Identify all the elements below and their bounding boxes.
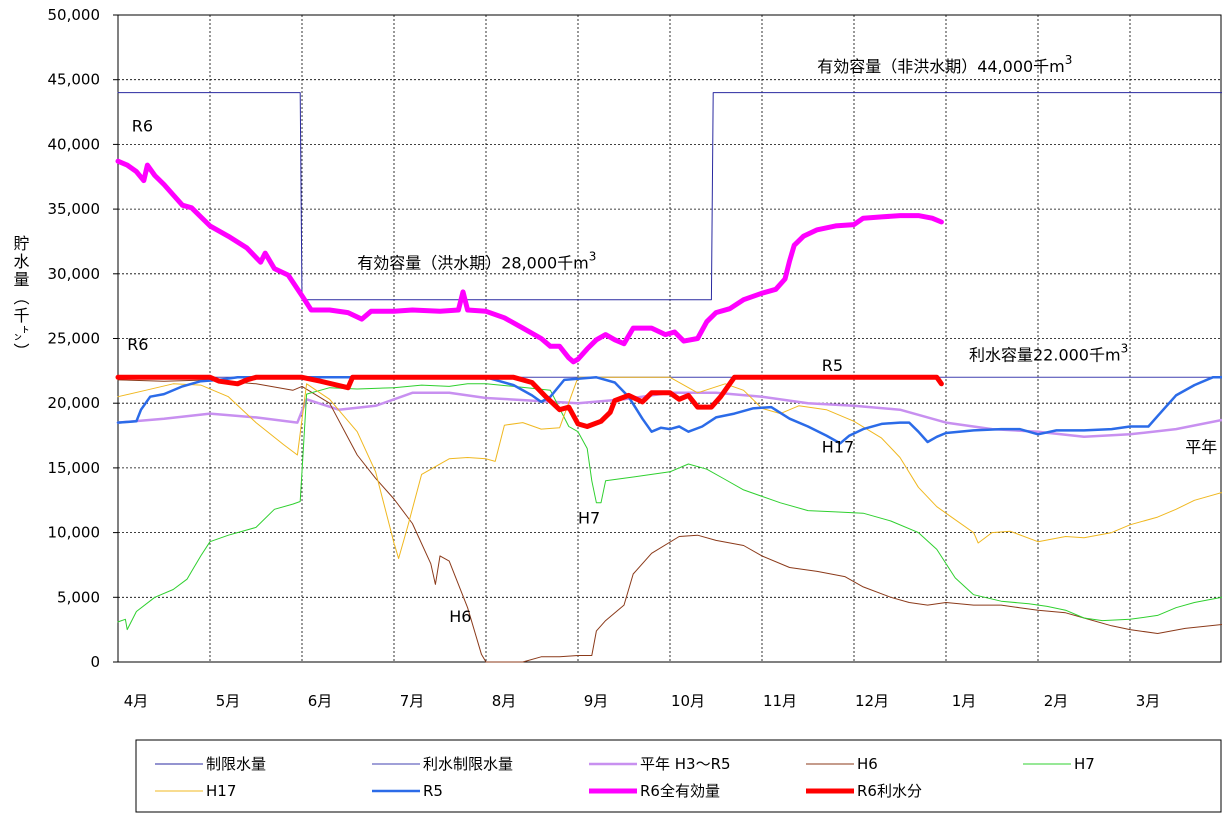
y-tick-label: 45,000 bbox=[48, 71, 101, 89]
x-tick-label: 6月 bbox=[308, 692, 333, 710]
x-tick-label: 11月 bbox=[763, 692, 797, 710]
ann-eff-flood: 有効容量（洪水期）28,000千m3 bbox=[357, 250, 596, 273]
ann-h6: H6 bbox=[449, 607, 471, 626]
y-tick-label: 35,000 bbox=[48, 200, 101, 218]
y-tick-label: 5,000 bbox=[57, 588, 100, 606]
axes: 0 5,000 10,000 15,000 20,000 25,000 30,000 35,0… bbox=[11, 6, 1161, 710]
x-tick-label: 2月 bbox=[1044, 692, 1069, 710]
series-line-H6 bbox=[117, 379, 1222, 663]
x-tick-label: 1月 bbox=[952, 692, 977, 710]
legend-label-H17: H17 bbox=[206, 782, 236, 800]
ann-r5: R5 bbox=[822, 356, 843, 375]
x-tick-label: 12月 bbox=[855, 692, 889, 710]
legend-label-H7: H7 bbox=[1074, 755, 1095, 773]
x-tick-label: 8月 bbox=[492, 692, 517, 710]
legend-label-利水制限水量: 利水制限水量 bbox=[423, 755, 513, 773]
y-tick-label: 20,000 bbox=[48, 394, 101, 412]
ann-r6-top: R6 bbox=[132, 116, 153, 135]
y-tick-label: 15,000 bbox=[48, 459, 101, 477]
series-line-R5 bbox=[116, 376, 1222, 445]
legend-box bbox=[135, 739, 1222, 813]
ann-water-use: 利水容量22.000千m3 bbox=[969, 341, 1128, 364]
grid bbox=[117, 14, 1222, 663]
series-line-H7 bbox=[117, 383, 1222, 631]
series-line-制限水量 bbox=[117, 92, 1222, 301]
x-tick-label: 9月 bbox=[584, 692, 609, 710]
ann-heinen: 平年 bbox=[1185, 437, 1217, 456]
x-tick-label: 4月 bbox=[124, 692, 149, 710]
ann-r6-mid: R6 bbox=[127, 335, 148, 354]
y-tick-label: 25,000 bbox=[48, 330, 101, 348]
legend-label-平年-H3～R5: 平年 H3～R5 bbox=[640, 755, 731, 773]
y-axis-label: 貯水量（千㌧） bbox=[11, 235, 30, 361]
x-tick-label: 3月 bbox=[1136, 692, 1161, 710]
x-tick-label: 10月 bbox=[671, 692, 705, 710]
x-tick-label: 5月 bbox=[216, 692, 241, 710]
legend-label-R6全有効量: R6全有効量 bbox=[640, 782, 720, 800]
y-tick-label: 10,000 bbox=[48, 524, 101, 542]
y-tick-label: 50,000 bbox=[48, 6, 101, 24]
y-tick-label: 30,000 bbox=[48, 265, 101, 283]
legend-label-制限水量: 制限水量 bbox=[206, 755, 266, 773]
series-line-R6利水分 bbox=[115, 374, 944, 429]
legend-label-H6: H6 bbox=[857, 755, 878, 773]
legend-label-R6利水分: R6利水分 bbox=[857, 782, 922, 800]
series-line-R6全有効量 bbox=[115, 158, 944, 365]
annotations: 有効容量（非洪水期）44,000千m3 有効容量（洪水期）28,000千m3 利水容… bbox=[127, 53, 1217, 626]
legend: 制限水量 利水制限水量 平年 H3～R5 H6 H7 H17 R5 R6全有効量 R6利水分 bbox=[135, 739, 1222, 813]
series-lines bbox=[115, 92, 1222, 663]
y-tick-label: 0 bbox=[90, 653, 100, 671]
series-line-H17 bbox=[117, 376, 1222, 559]
ann-h7: H7 bbox=[578, 509, 600, 528]
x-tick-label: 7月 bbox=[400, 692, 425, 710]
ann-h17: H17 bbox=[822, 437, 854, 456]
y-tick-label: 40,000 bbox=[48, 135, 101, 153]
legend-label-R5: R5 bbox=[423, 782, 443, 800]
ann-eff-nonflood: 有効容量（非洪水期）44,000千m3 bbox=[817, 53, 1072, 76]
